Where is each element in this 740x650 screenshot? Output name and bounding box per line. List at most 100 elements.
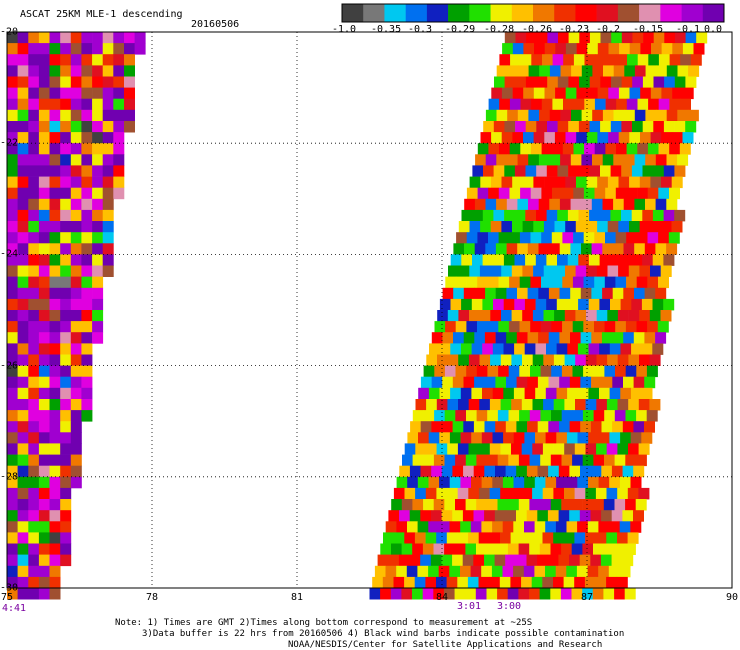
heatmap-cell (640, 43, 652, 55)
heatmap-cell (579, 76, 591, 88)
heatmap-cell (60, 187, 72, 200)
heatmap-cell (505, 554, 517, 567)
heatmap-cell (478, 576, 490, 589)
heatmap-cell (558, 510, 570, 522)
heatmap-cell (518, 65, 529, 77)
heatmap-cell (611, 76, 622, 88)
heatmap-cell (666, 109, 678, 122)
heatmap-cell (506, 376, 517, 389)
heatmap-cell (70, 209, 82, 222)
heatmap-cell (606, 576, 618, 589)
heatmap-cell (92, 132, 104, 144)
heatmap-cell (514, 298, 526, 311)
heatmap-cell (28, 232, 40, 244)
heatmap-cell (618, 176, 630, 189)
heatmap-cell (617, 443, 629, 455)
heatmap-cell (650, 265, 661, 277)
heatmap-cell (573, 54, 585, 66)
heatmap-cell (486, 543, 498, 555)
heatmap-cell (70, 298, 82, 311)
heatmap-cell (586, 221, 598, 233)
heatmap-cell (596, 354, 608, 366)
heatmap-cell (38, 421, 50, 433)
heatmap-cell (28, 321, 40, 333)
heatmap-cell (81, 254, 93, 266)
heatmap-cell (516, 510, 527, 522)
heatmap-cell (506, 198, 518, 211)
heatmap-cell (620, 343, 632, 355)
heatmap-cell (524, 476, 536, 489)
heatmap-cell (542, 54, 553, 66)
heatmap-cell (626, 98, 638, 111)
heatmap-cell (598, 432, 610, 444)
heatmap-cell (113, 43, 125, 55)
heatmap-cell (458, 399, 469, 411)
heatmap-cell (17, 187, 29, 200)
y-tick-label: -22 (0, 137, 19, 149)
heatmap-cell (634, 198, 646, 211)
heatmap-cell (485, 109, 497, 122)
heatmap-cell (575, 354, 587, 366)
heatmap-cell (454, 588, 466, 600)
heatmap-cell (553, 487, 565, 500)
heatmap-cell (612, 332, 624, 344)
heatmap-cell (385, 565, 397, 578)
heatmap-cell (488, 232, 499, 244)
heatmap-cell (525, 165, 537, 177)
y-tick-label: -24 (0, 248, 19, 260)
heatmap-cell (444, 410, 456, 422)
heatmap-cell (515, 554, 527, 567)
heatmap-cell (452, 510, 464, 522)
heatmap-cell (495, 287, 507, 300)
heatmap-cell (28, 310, 40, 322)
heatmap-cell (583, 321, 595, 333)
heatmap-cell (634, 65, 646, 77)
heatmap-cell (621, 165, 633, 177)
heatmap-cell (486, 588, 498, 600)
heatmap-cell (484, 510, 496, 522)
plot-frame (6, 31, 733, 589)
heatmap-cell (399, 465, 411, 478)
heatmap-cell (548, 332, 560, 344)
heatmap-cell (102, 176, 114, 189)
heatmap-cell (60, 232, 72, 244)
heatmap-cell (383, 532, 394, 544)
heatmap-cell (17, 121, 29, 133)
heatmap-cell (614, 499, 626, 511)
heatmap-cell (517, 109, 529, 122)
heatmap-cell (455, 410, 467, 422)
heatmap-cell (610, 121, 622, 133)
x-tick-label: 90 (725, 592, 739, 603)
heatmap-cell (479, 310, 491, 322)
heatmap-cell (564, 443, 576, 455)
heatmap-cell (636, 276, 648, 289)
heatmap-cell (17, 476, 29, 489)
heatmap-cell (587, 521, 599, 533)
heatmap-cell (544, 176, 556, 189)
heatmap-cell (569, 465, 581, 478)
heatmap-cell (660, 221, 672, 233)
colorbar-swatch (342, 4, 364, 22)
heatmap-cell (589, 209, 601, 222)
heatmap-cell (660, 310, 672, 322)
heatmap-cell (7, 543, 18, 555)
heatmap-cell (613, 109, 625, 122)
heatmap-cell (523, 132, 534, 144)
heatmap-cell (38, 232, 50, 244)
heatmap-cell (28, 332, 40, 344)
heatmap-cell (550, 499, 562, 511)
heatmap-cell (393, 532, 405, 544)
heatmap-cell (420, 376, 432, 389)
heatmap-cell (92, 154, 104, 166)
heatmap-cell (650, 132, 662, 144)
heatmap-cell (124, 98, 135, 111)
heatmap-cell (600, 121, 612, 133)
heatmap-cell (490, 310, 502, 322)
heatmap-cell (92, 265, 104, 277)
heatmap-cell (492, 387, 504, 400)
heatmap-cell (565, 221, 577, 233)
heatmap-cell (644, 287, 656, 300)
heatmap-cell (564, 399, 576, 411)
heatmap-cell (652, 209, 664, 222)
heatmap-cell (28, 443, 40, 455)
